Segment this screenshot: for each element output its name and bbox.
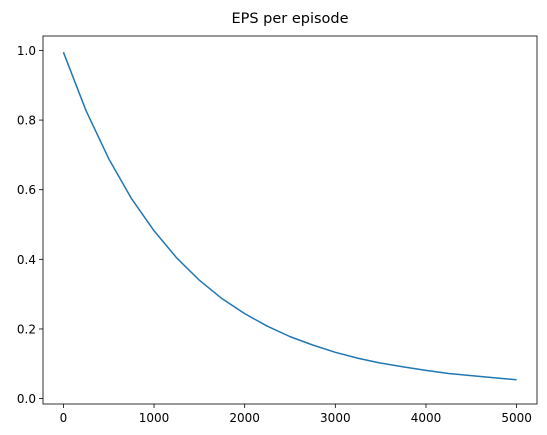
y-tick-label: 0.2 [17,322,36,336]
x-tick-label: 0 [60,411,68,425]
series-line [62,51,517,381]
x-tick-label: 4000 [411,411,442,425]
axes [42,35,538,405]
x-tick-label: 2000 [229,411,260,425]
x-tick-label: 5000 [501,411,532,425]
y-tick-label: 0.4 [17,253,36,267]
series [62,51,517,381]
chart-title: EPS per episode [231,11,348,27]
x-tick-label: 3000 [320,411,351,425]
y-tick-label: 0.0 [17,392,36,406]
ticks: 0 1000 2000 3000 4000 5000 0.0 0.2 0.4 0.6 0.8 1.0 [17,44,532,425]
y-tick-label: 1.0 [17,44,36,58]
y-tick-label: 0.8 [17,114,36,128]
x-tick-label: 1000 [139,411,170,425]
plot-frame [42,35,538,405]
y-tick-label: 0.6 [17,183,36,197]
